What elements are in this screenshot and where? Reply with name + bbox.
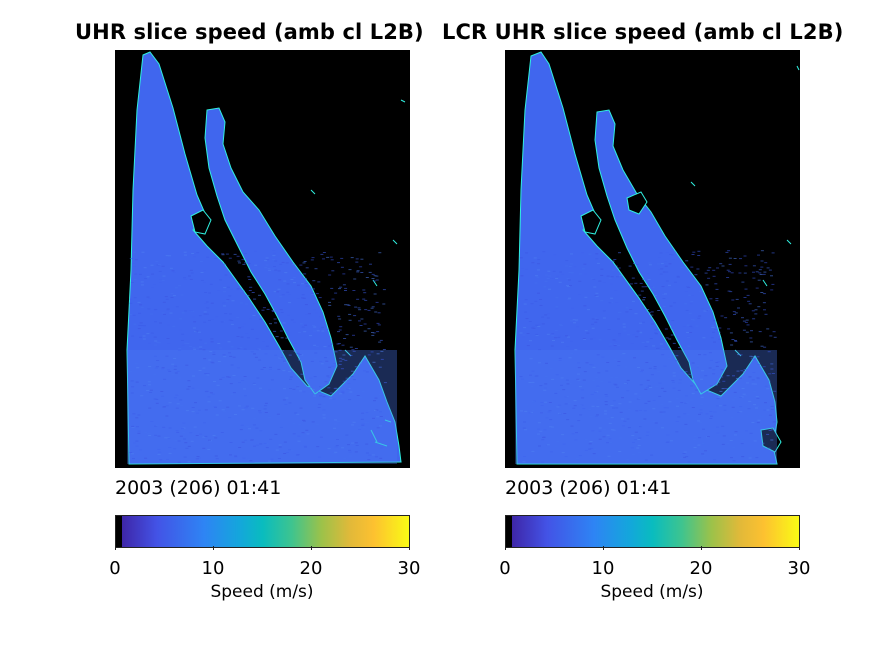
- colorbar-tickmark: [115, 546, 116, 550]
- southern-speed-band: [515, 350, 777, 464]
- chart-title: LCR UHR slice speed (amb cl L2B): [442, 20, 844, 44]
- colorbar-tick-label: 0: [499, 558, 511, 579]
- coast-fragments: [690, 65, 800, 357]
- timestamp: 2003 (206) 01:41: [115, 477, 282, 499]
- island-region: [626, 191, 648, 215]
- colorbar-label: Speed (m/s): [600, 582, 704, 602]
- colorbar-tick-label: 0: [109, 558, 121, 579]
- colorbar-tickmark: [311, 546, 312, 550]
- coast-fragments: [310, 99, 406, 447]
- colorbar-tickmark: [799, 546, 800, 550]
- colorbar-tick-label: 10: [201, 558, 225, 579]
- colorbar-label: Speed (m/s): [210, 582, 314, 602]
- colorbar: [505, 515, 800, 548]
- colorbar-tickmark: [409, 546, 410, 550]
- colorbar-tickmark: [505, 546, 506, 550]
- chart-title: UHR slice speed (amb cl L2B): [75, 20, 424, 44]
- colorbar: [115, 515, 410, 548]
- speed-map-svg: [115, 50, 410, 468]
- colorbar-tickmark: [213, 546, 214, 550]
- colorbar-tickmark: [603, 546, 604, 550]
- left-chart-panel: UHR slice speed (amb cl L2B) 2003 (206) …: [0, 0, 424, 663]
- speed-texture: [519, 250, 777, 463]
- speed-map: [505, 50, 800, 468]
- timestamp: 2003 (206) 01:41: [505, 477, 672, 499]
- island-region: [190, 209, 212, 235]
- speed-map-svg: [505, 50, 800, 468]
- colorbar-tickmark: [701, 546, 702, 550]
- colorbar-tick-label: 20: [689, 558, 713, 579]
- gulf-region: [204, 107, 338, 395]
- island-region: [580, 209, 602, 235]
- speed-map: [115, 50, 410, 468]
- ocean-region: [126, 51, 402, 465]
- right-chart-panel: LCR UHR slice speed (amb cl L2B) 2003 (2…: [0, 0, 843, 663]
- colorbar-tick-label: 10: [591, 558, 615, 579]
- gulf-region: [594, 109, 728, 395]
- speed-texture: [129, 250, 387, 463]
- colorbar-tick-label: 30: [787, 558, 811, 579]
- colorbar-tick-label: 30: [397, 558, 421, 579]
- colorbar-tick-label: 20: [299, 558, 323, 579]
- ocean-region: [514, 51, 778, 465]
